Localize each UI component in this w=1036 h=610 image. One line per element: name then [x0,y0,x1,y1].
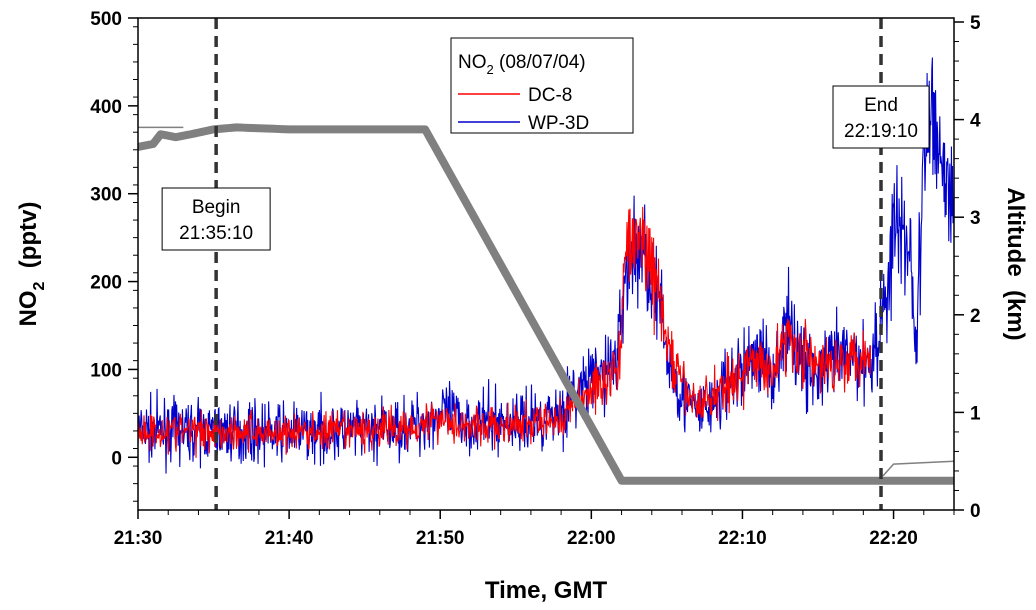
series-layer [138,57,954,485]
legend-label-dc-8: DC-8 [528,85,572,106]
series-line-altitude-segments [882,460,954,477]
y2-tick-label-3: 3 [970,208,981,229]
y-axis-title-subscript: 2 [31,281,48,290]
legend-title-date: (08/07/04) [494,52,586,73]
plot-frame [137,17,955,511]
legend-title: NO2 (08/07/04) [458,52,586,77]
marker-box-end [832,85,930,149]
y2-axis-title: Altitude (km) [1002,187,1029,340]
x-tick-label-2140: 21:40 [265,528,314,549]
y2-tick-label-0: 0 [970,501,981,522]
annotation-layer: Begin 21:35:10 End 22:19:10 [161,18,930,510]
y-axis-title: NO2 (pptv) [15,202,48,327]
legend-label-wp-3d: WP-3D [528,113,589,134]
y-tick-label-100: 100 [90,360,122,381]
x-tick-label-2210: 22:10 [718,528,767,549]
y2-tick-label-1: 1 [970,403,981,424]
x-tick-label-2200: 22:00 [567,528,616,549]
y-tick-label-200: 200 [90,273,122,294]
series-line-dc-8 [138,206,872,458]
legend-box [450,37,634,134]
y2-tick-label-2: 2 [970,306,981,327]
x-tick-label-2220: 22:20 [869,528,918,549]
marker-box-begin [161,187,271,251]
y-axis-title-main: NO [15,290,42,326]
marker-label-begin: Begin [192,197,241,218]
y-tick-label-400: 400 [90,97,122,118]
y2-tick-label-4: 4 [970,111,981,132]
y-tick-label-300: 300 [90,185,122,206]
series-line-wp-3d [138,57,954,474]
y-tick-label-500: 500 [90,9,122,30]
marker-time-end: 22:19:10 [844,121,918,142]
legend-title-main: NO [458,52,487,73]
axes-layer: 21:30 21:40 21:50 22:00 22:10 22:20 0 100 200 300… [90,9,981,549]
series-line-altitude [138,123,954,485]
x-tick-label-2130: 21:30 [114,528,163,549]
x-tick-label-2150: 21:50 [416,528,465,549]
y-axis-title-unit: (pptv) [15,202,42,282]
y2-tick-label-5: 5 [970,13,981,34]
x-axis-title: Time, GMT [485,577,608,604]
legend-title-subscript: 2 [487,62,494,77]
y-tick-label-0: 0 [111,448,122,469]
marker-label-end: End [864,95,898,116]
marker-time-begin: 21:35:10 [179,223,253,244]
legend: NO2 (08/07/04) DC-8 WP-3D [450,37,634,134]
